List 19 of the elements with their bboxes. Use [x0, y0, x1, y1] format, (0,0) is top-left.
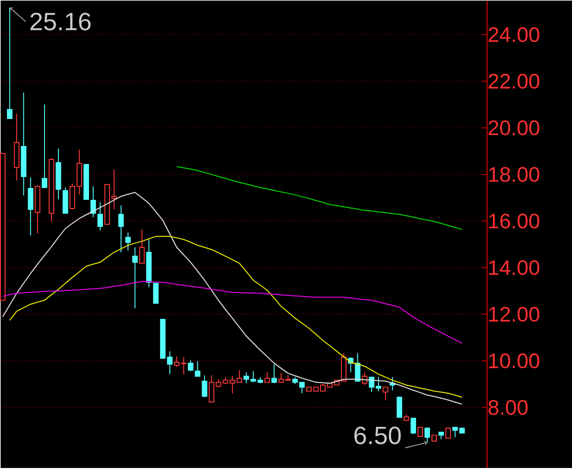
candlestick: [20, 92, 26, 196]
y-tick-label: 24.00: [488, 27, 540, 42]
y-tick-label: 14.00: [489, 260, 540, 276]
y-tick-label: 20.00: [488, 120, 540, 136]
candlestick: [125, 232, 131, 252]
y-tick-label: 8.00: [488, 400, 528, 416]
candlestick: [118, 205, 124, 253]
candlestick: [28, 177, 34, 236]
y-tick-label: 12.00: [489, 307, 540, 322]
y-tick-label: 10.00: [489, 354, 540, 368]
candlestick: [56, 148, 62, 200]
annotation: 25.16: [30, 12, 91, 31]
y-tick-label: 16.00: [489, 214, 540, 229]
y-tick-label: 18.00: [489, 167, 540, 182]
annotation: 6.50: [354, 426, 401, 444]
candlestick: [97, 202, 103, 231]
y-tick-label: 22.00: [488, 74, 540, 89]
candlestick: [14, 113, 20, 182]
candlestick: [132, 247, 138, 309]
